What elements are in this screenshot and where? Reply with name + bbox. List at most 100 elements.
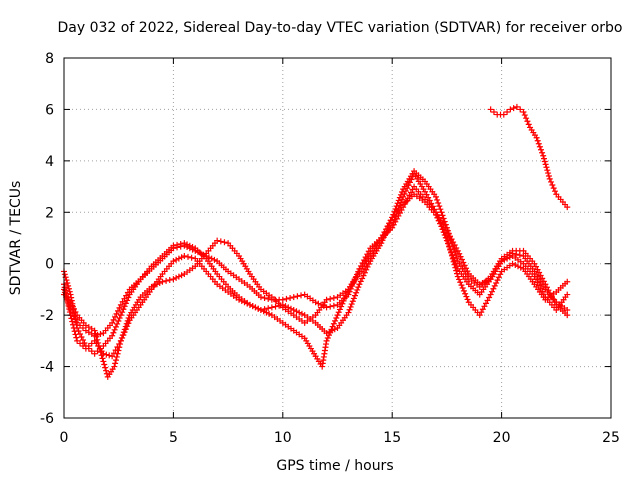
data-point-fill <box>463 265 470 272</box>
data-point-fill <box>174 241 181 248</box>
data-point-fill <box>394 208 401 214</box>
data-point-fill <box>70 321 77 328</box>
data-point-fill <box>221 239 228 246</box>
data-point-fill <box>112 323 119 330</box>
data-point-fill <box>340 297 347 304</box>
data-point <box>564 291 571 298</box>
data-point-fill <box>544 167 551 174</box>
data-point-fill <box>163 277 170 284</box>
data-point-fill <box>495 274 502 281</box>
data-point-fill <box>461 262 468 269</box>
data-point-fill <box>457 253 464 260</box>
data-point-fill <box>548 178 555 185</box>
chart-title: Day 032 of 2022, Sidereal Day-to-day VTE… <box>58 20 623 36</box>
data-point-fill <box>515 263 522 270</box>
data-point-fill <box>525 121 532 128</box>
data-point-fill <box>122 326 129 333</box>
data-point-fill <box>92 330 99 337</box>
data-point <box>323 337 330 344</box>
data-point-fill <box>408 176 415 183</box>
data-point-fill <box>360 272 367 279</box>
data-point-fill <box>121 329 128 336</box>
x-axis-label: GPS time / hours <box>276 458 393 474</box>
data-point-fill <box>151 282 158 289</box>
data-point-fill <box>184 253 191 260</box>
data-point-fill <box>330 320 337 327</box>
data-point <box>111 363 118 370</box>
data-point-fill <box>348 301 355 308</box>
data-point-fill <box>491 282 498 289</box>
data-point-fill <box>211 256 218 263</box>
data-point-fill <box>72 308 79 315</box>
x-tick-label: 5 <box>169 430 178 446</box>
data-point-fill <box>363 266 370 273</box>
data-point <box>513 103 520 110</box>
data-point <box>109 353 116 360</box>
data-point-fill <box>103 367 110 374</box>
data-point-fill <box>156 280 163 286</box>
data-point <box>345 309 352 316</box>
data-point-fill <box>540 155 547 162</box>
data-point <box>159 278 166 285</box>
data-point-fill <box>539 149 546 156</box>
data-point-fill <box>359 275 366 282</box>
data-point <box>181 240 188 247</box>
data-point-fill <box>451 261 458 268</box>
data-point-fill <box>435 200 442 207</box>
data-point-fill <box>99 355 106 362</box>
data-point-fill <box>103 351 110 358</box>
data-point-fill <box>98 352 105 359</box>
data-point-fill <box>490 285 497 292</box>
data-point-fill <box>446 233 453 240</box>
data-point-fill <box>69 318 76 325</box>
y-axis-label: SDTVAR / TECUs <box>8 181 24 296</box>
data-point-fill <box>452 264 459 271</box>
series-track-4 <box>61 191 571 380</box>
data-point-fill <box>364 263 371 270</box>
data-point <box>509 260 516 267</box>
data-point-fill <box>294 293 301 300</box>
data-point-fill <box>327 303 334 310</box>
data-point-fill <box>399 196 406 203</box>
data-point-fill <box>113 353 120 360</box>
data-point <box>443 235 450 241</box>
data-point-fill <box>330 302 337 309</box>
data-point-fill <box>120 331 127 338</box>
data-point-fill <box>504 109 511 115</box>
data-point-fill <box>125 294 132 301</box>
data-point-fill <box>501 256 508 263</box>
data-point-fill <box>440 215 447 222</box>
data-point-fill <box>178 254 185 261</box>
data-point-fill <box>510 105 517 112</box>
series-track-3 <box>61 170 571 360</box>
data-point-fill <box>324 335 331 341</box>
data-point-fill <box>175 255 182 262</box>
x-tick-label: 15 <box>383 430 401 446</box>
data-point-fill <box>112 360 119 367</box>
data-point-fill <box>497 271 504 278</box>
data-point-fill <box>205 254 212 261</box>
data-point <box>507 106 514 113</box>
data-point-fill <box>537 146 544 153</box>
data-point <box>432 193 439 200</box>
data-point <box>487 106 494 113</box>
y-tick-label: 4 <box>45 154 54 170</box>
data-point-fill <box>265 305 272 312</box>
data-point-fill <box>350 295 357 302</box>
data-point-fill <box>293 308 300 315</box>
x-tick-label: 0 <box>60 430 69 446</box>
axis-ticks: 0 5 10 15 20 25 -6 -4 -2 0 2 4 6 8 <box>40 51 620 446</box>
data-point-fill <box>460 287 467 294</box>
data-point-fill <box>504 255 511 262</box>
data-point <box>498 258 505 265</box>
data-point-fill <box>296 309 303 316</box>
data-point <box>100 358 107 365</box>
y-tick-label: -4 <box>40 360 54 376</box>
data-point-fill <box>448 249 455 256</box>
data-point <box>170 276 177 283</box>
data-point-fill <box>197 250 204 257</box>
data-point-fill <box>64 280 71 286</box>
data-point <box>117 301 124 308</box>
data-point-fill <box>68 315 75 322</box>
data-point-fill <box>441 218 448 225</box>
